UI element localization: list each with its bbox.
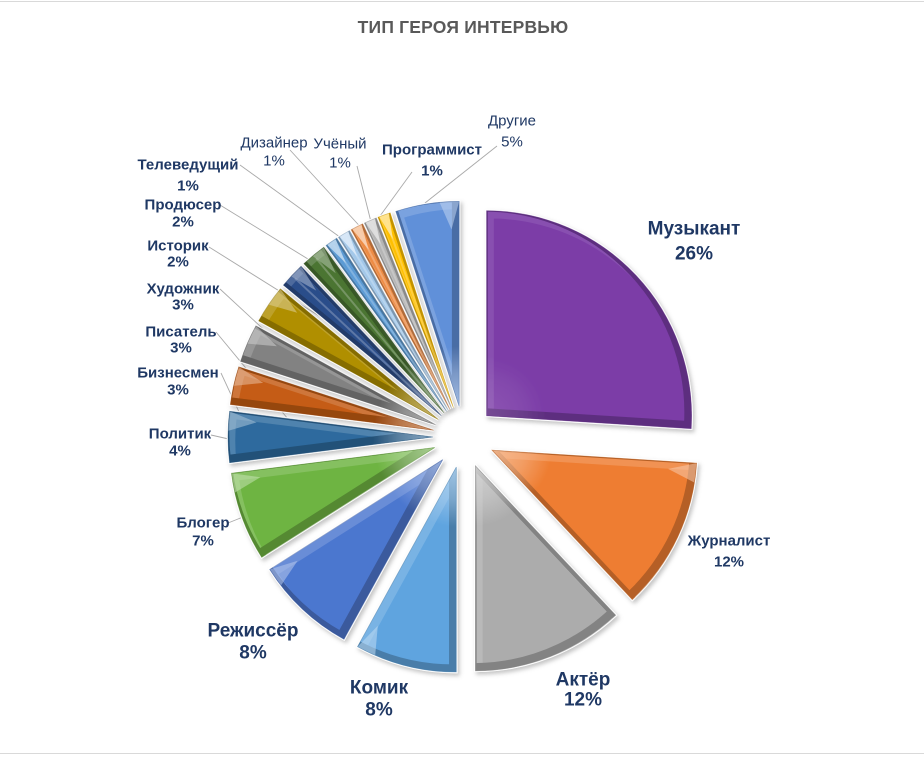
svg-text:Актёр: Актёр — [556, 670, 611, 691]
svg-text:ТИП ГЕРОЯ ИНТЕРВЬЮ: ТИП ГЕРОЯ ИНТЕРВЬЮ — [358, 17, 569, 37]
svg-text:5%: 5% — [501, 134, 523, 151]
svg-text:Художник: Художник — [147, 281, 220, 298]
svg-text:12%: 12% — [714, 554, 744, 571]
svg-text:1%: 1% — [329, 155, 351, 172]
svg-text:Историк: Историк — [147, 238, 209, 255]
svg-text:Комик: Комик — [350, 678, 409, 699]
svg-text:4%: 4% — [169, 443, 191, 460]
svg-text:3%: 3% — [170, 340, 192, 357]
svg-text:3%: 3% — [167, 382, 189, 399]
svg-text:Режиссёр: Режиссёр — [208, 621, 299, 642]
svg-text:1%: 1% — [177, 178, 199, 195]
svg-text:12%: 12% — [564, 690, 602, 711]
svg-text:Программист: Программист — [382, 142, 482, 159]
svg-text:7%: 7% — [192, 533, 214, 550]
svg-text:Дизайнер: Дизайнер — [240, 135, 307, 152]
svg-text:2%: 2% — [167, 254, 189, 271]
svg-text:3%: 3% — [172, 297, 194, 314]
svg-text:Блогер: Блогер — [176, 515, 229, 532]
svg-text:1%: 1% — [421, 163, 443, 180]
svg-text:Другие: Другие — [488, 113, 536, 130]
svg-text:Музыкант: Музыкант — [648, 219, 741, 240]
svg-text:8%: 8% — [365, 700, 393, 721]
svg-text:26%: 26% — [675, 244, 713, 265]
svg-text:Журналист: Журналист — [687, 533, 771, 550]
svg-text:Политик: Политик — [149, 426, 212, 443]
svg-text:Телеведущий: Телеведущий — [138, 157, 239, 174]
svg-text:1%: 1% — [263, 153, 285, 170]
svg-text:Бизнесмен: Бизнесмен — [137, 365, 219, 382]
svg-text:8%: 8% — [239, 643, 267, 664]
svg-text:Учёный: Учёный — [313, 136, 366, 153]
svg-text:Писатель: Писатель — [145, 324, 216, 341]
svg-text:2%: 2% — [172, 214, 194, 231]
svg-text:Продюсер: Продюсер — [145, 197, 222, 214]
